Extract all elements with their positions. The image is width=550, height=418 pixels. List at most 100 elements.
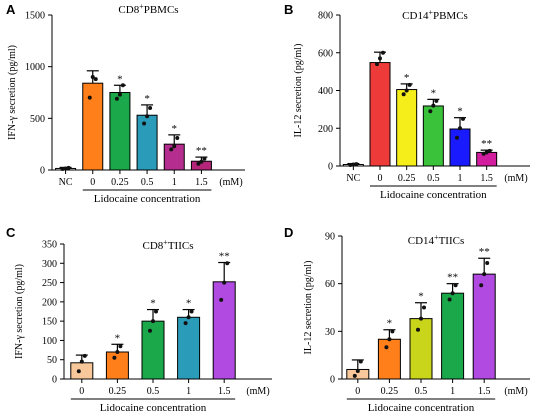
- significance-label: *: [186, 298, 192, 310]
- unit-label: (mM): [219, 177, 242, 188]
- y-tick-label: 0: [40, 166, 45, 177]
- data-point: [114, 96, 119, 101]
- data-point: [348, 163, 353, 168]
- bar: [177, 316, 201, 380]
- significance-label: **: [196, 145, 207, 157]
- data-point: [458, 126, 462, 131]
- data-point: [183, 321, 188, 326]
- bar: [472, 273, 496, 380]
- x-tick-label: 1: [172, 177, 177, 188]
- title-text: CD14: [402, 10, 429, 22]
- unit-label: (mM): [504, 173, 527, 184]
- y-tick-label: 100: [42, 336, 57, 347]
- data-point: [422, 305, 426, 310]
- y-axis-label: IL-12 secretion (pg/ml): [293, 44, 304, 138]
- x-tick-label: 1: [450, 386, 455, 397]
- y-tick-label: 0: [328, 162, 333, 173]
- data-point: [419, 316, 423, 321]
- x-tick-label: 0.25: [381, 386, 399, 397]
- x-tick-label: 0.5: [427, 173, 440, 184]
- x-tick-label: 0.25: [111, 177, 129, 188]
- x-tick-label: 0.25: [398, 173, 416, 184]
- significance-label: *: [418, 291, 424, 303]
- x-tick-label: NC: [346, 173, 360, 184]
- x-tick-label: 1: [186, 386, 191, 397]
- y-tick-label: 200: [42, 297, 57, 308]
- data-point: [450, 291, 455, 296]
- y-tick-label: 1000: [25, 62, 45, 73]
- data-point: [482, 272, 487, 277]
- bar: [396, 89, 418, 167]
- title-superscript: +: [428, 8, 433, 17]
- y-tick-label: 60: [325, 279, 335, 290]
- panel-b: B CD14+PBMCs 0 200 400 600 800 IL-12 secretion …: [284, 2, 530, 201]
- y-axis-label: IFN-γ secretion (pg/ml): [14, 264, 25, 359]
- chart-title: CD8+TIICs: [143, 238, 194, 252]
- data-point: [196, 161, 201, 166]
- data-point: [354, 162, 359, 167]
- data-point: [401, 92, 406, 97]
- bar: [409, 318, 433, 380]
- y-tick-label: 150: [42, 317, 57, 328]
- x-tick-label: 1.5: [478, 386, 491, 397]
- y-tick-label: 50: [47, 355, 57, 366]
- data-point: [407, 82, 412, 87]
- bar: [377, 338, 401, 380]
- data-point: [453, 283, 458, 288]
- data-point: [219, 297, 224, 302]
- data-point: [117, 92, 122, 97]
- data-point: [384, 345, 389, 350]
- bar: [70, 362, 94, 380]
- y-tick-label: 800: [318, 11, 333, 22]
- x-tick-label: 0.5: [415, 386, 428, 397]
- bar: [449, 128, 471, 167]
- x-tick-label: 0: [355, 386, 360, 397]
- bar: [82, 82, 104, 171]
- data-point: [202, 156, 207, 161]
- data-point: [189, 309, 194, 314]
- data-point: [431, 103, 436, 108]
- y-axis-label: IL-12 secretion (pg/ml): [303, 261, 314, 355]
- x-tick-label: 1.5: [480, 173, 493, 184]
- significance-label: *: [144, 93, 150, 105]
- data-point: [387, 337, 392, 342]
- data-point: [416, 327, 420, 332]
- data-point: [485, 261, 490, 266]
- bar: [212, 281, 236, 380]
- significance-label: *: [150, 298, 156, 310]
- significance-label: *: [387, 318, 393, 330]
- data-point: [118, 344, 123, 349]
- x-axis-label: Lidocaine concentration: [100, 402, 207, 414]
- significance-label: *: [172, 123, 178, 135]
- panel-letter: D: [284, 225, 293, 240]
- data-point: [66, 165, 71, 170]
- data-point: [484, 150, 489, 155]
- bar: [369, 62, 391, 167]
- data-point: [186, 315, 191, 320]
- panel-c: C CD8+TIICs 0 50 100 150 200 250 300 350 IFN-γ sec…: [6, 225, 272, 414]
- bar: [476, 151, 498, 167]
- title-text: TIICs: [439, 235, 465, 247]
- significance-label: **: [481, 138, 492, 150]
- x-tick-label: 0.5: [147, 386, 160, 397]
- significance-label: **: [219, 251, 230, 263]
- data-point: [87, 95, 92, 100]
- data-point: [487, 148, 492, 153]
- data-point: [434, 98, 439, 103]
- y-tick-label: 300: [42, 259, 57, 270]
- data-point: [375, 62, 379, 67]
- title-superscript: +: [434, 233, 439, 242]
- data-point: [199, 159, 204, 164]
- data-point: [390, 329, 395, 334]
- x-tick-label: 0: [378, 173, 383, 184]
- title-superscript: +: [139, 2, 144, 11]
- data-point: [447, 297, 452, 302]
- data-point: [60, 166, 65, 171]
- y-tick-label: 1500: [25, 11, 45, 22]
- title-text: TIICs: [168, 240, 194, 252]
- x-tick-label: 1: [458, 173, 463, 184]
- data-point: [76, 369, 81, 374]
- data-point: [142, 121, 147, 126]
- x-axis-label: Lidocaine concentration: [380, 189, 487, 201]
- unit-label: (mM): [246, 386, 269, 397]
